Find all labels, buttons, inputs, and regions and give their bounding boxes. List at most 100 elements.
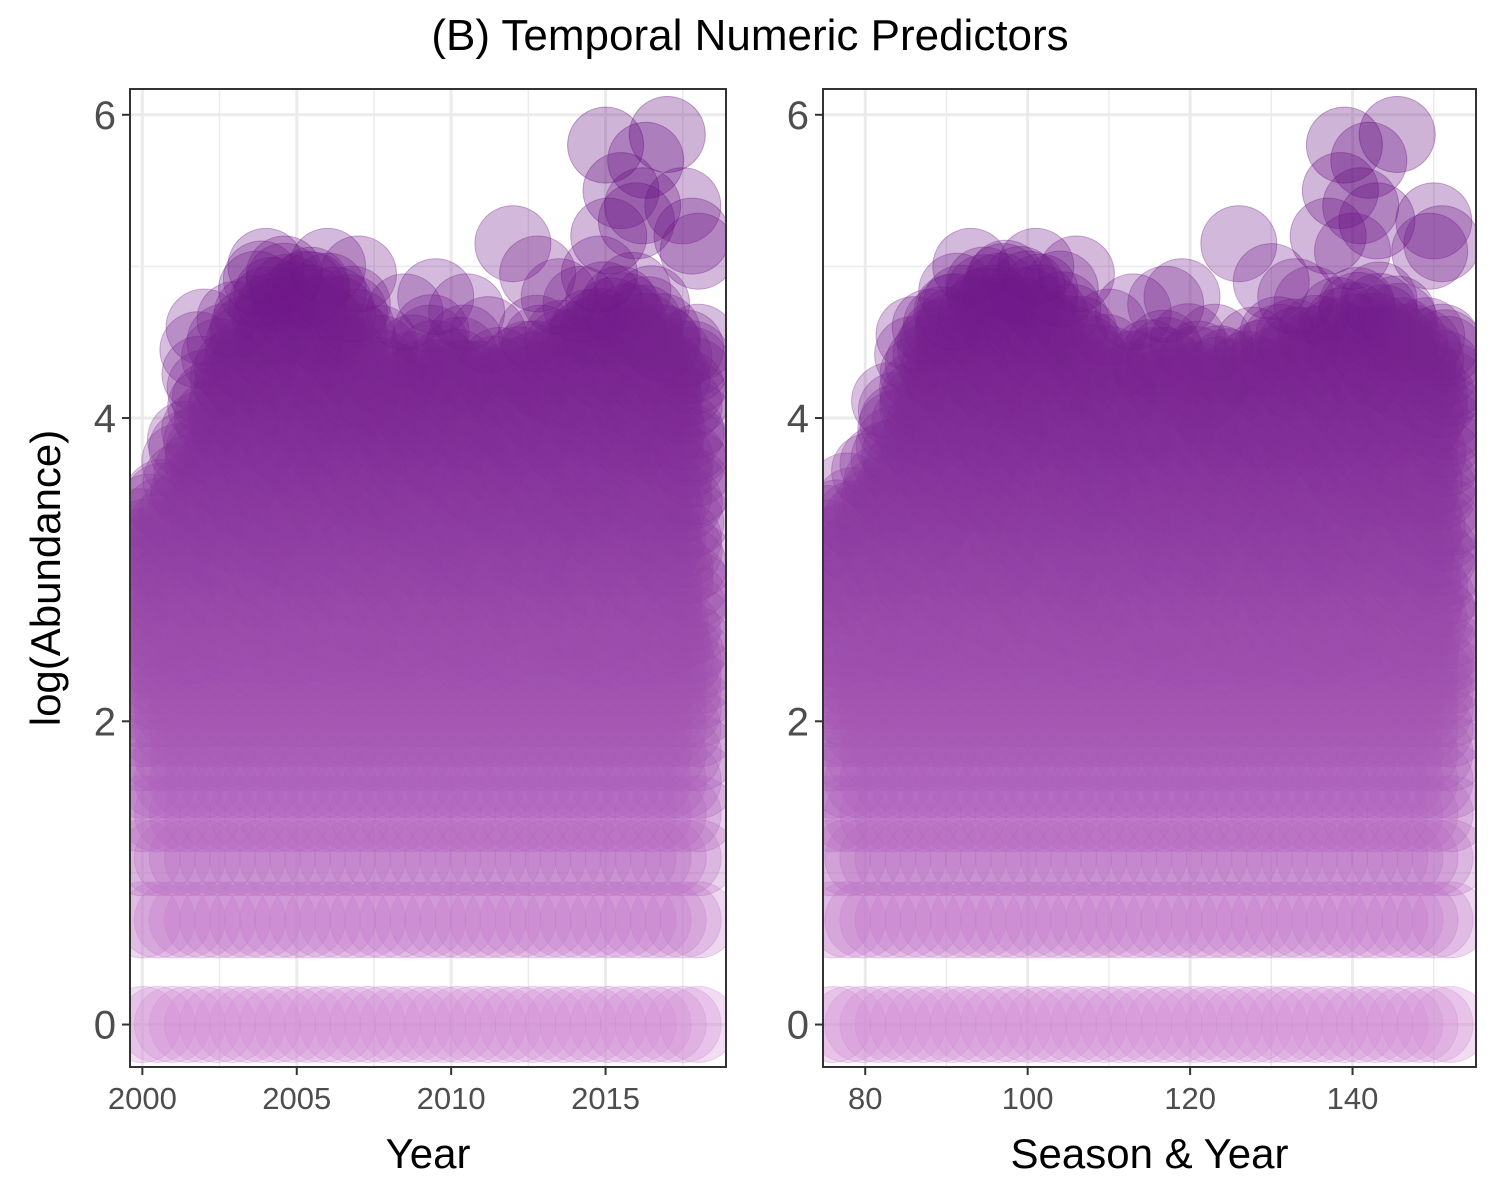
data-point xyxy=(404,637,482,715)
data-point xyxy=(647,393,725,471)
data-point xyxy=(130,775,196,853)
data-point xyxy=(163,652,241,730)
x-tick-label: 2010 xyxy=(417,1081,486,1116)
data-point xyxy=(288,444,366,522)
data-point xyxy=(1366,741,1444,819)
data-point xyxy=(626,574,703,652)
data-point xyxy=(359,602,436,679)
data-point xyxy=(1245,714,1323,792)
data-point xyxy=(329,637,407,715)
data-point xyxy=(205,579,283,657)
data-point xyxy=(288,286,366,364)
data-point xyxy=(329,741,407,819)
data-point xyxy=(1403,303,1476,381)
data-point xyxy=(344,637,422,715)
data-point xyxy=(538,543,616,621)
data-point xyxy=(1080,986,1158,1063)
y-tick-label: 0 xyxy=(787,1004,809,1048)
data-point xyxy=(609,456,687,533)
data-point xyxy=(269,652,347,730)
data-point xyxy=(316,453,394,531)
data-point xyxy=(1185,881,1263,959)
data-point xyxy=(249,316,326,394)
data-point xyxy=(554,819,632,897)
data-point xyxy=(1351,775,1429,853)
data-point xyxy=(460,327,538,404)
data-point xyxy=(884,775,962,853)
data-point xyxy=(393,415,471,493)
data-point xyxy=(150,453,228,531)
data-point xyxy=(160,611,238,689)
data-point xyxy=(181,596,259,674)
data-point xyxy=(1291,775,1369,853)
data-point xyxy=(959,670,1037,748)
data-point xyxy=(496,370,574,448)
data-point xyxy=(509,819,587,897)
data-point xyxy=(163,637,241,715)
data-point xyxy=(287,410,365,488)
data-point xyxy=(569,741,647,819)
data-point xyxy=(213,435,291,513)
data-point xyxy=(528,563,606,641)
data-point xyxy=(614,986,692,1063)
data-point xyxy=(501,552,579,630)
data-point xyxy=(614,819,692,897)
data-point xyxy=(608,605,686,683)
data-point xyxy=(163,741,241,819)
data-point xyxy=(269,614,347,692)
data-point xyxy=(645,366,723,444)
data-point xyxy=(314,652,392,730)
data-point xyxy=(299,714,377,792)
data-point xyxy=(656,586,726,664)
data-point xyxy=(182,585,260,663)
data-point xyxy=(418,562,495,640)
data-point xyxy=(527,500,605,578)
data-point xyxy=(591,361,669,439)
data-point xyxy=(636,618,714,696)
data-point xyxy=(1230,881,1308,959)
data-point xyxy=(148,741,226,819)
data-point xyxy=(659,986,726,1063)
data-point xyxy=(237,390,315,468)
data-point xyxy=(212,568,290,646)
data-point xyxy=(519,486,597,564)
data-point xyxy=(633,339,711,417)
data-point xyxy=(510,347,588,425)
data-point xyxy=(314,622,392,700)
data-point xyxy=(317,288,395,366)
data-point xyxy=(284,741,362,819)
data-point xyxy=(423,421,500,499)
data-point xyxy=(1095,714,1173,792)
data-point xyxy=(569,775,647,853)
data-point xyxy=(434,741,512,819)
data-point xyxy=(479,670,557,748)
data-point xyxy=(446,346,524,424)
data-point xyxy=(239,819,317,897)
data-point xyxy=(168,446,245,524)
data-point xyxy=(659,622,726,700)
data-point xyxy=(339,531,417,608)
data-point xyxy=(565,350,643,428)
data-point xyxy=(1110,714,1188,792)
data-point xyxy=(344,741,422,819)
data-point xyxy=(477,352,555,430)
data-point xyxy=(824,741,902,819)
data-point xyxy=(1336,881,1414,959)
data-point xyxy=(250,515,328,593)
data-point xyxy=(488,402,566,480)
y-tick-label: 0 xyxy=(94,1004,116,1048)
data-point xyxy=(1321,670,1399,748)
data-point xyxy=(393,475,471,553)
data-point xyxy=(1321,881,1399,959)
y-tick-label: 2 xyxy=(94,700,116,744)
data-point xyxy=(299,652,377,730)
data-point xyxy=(560,293,638,371)
data-point xyxy=(659,652,726,730)
data-point xyxy=(329,986,407,1063)
points-layer xyxy=(130,96,726,1063)
data-point xyxy=(294,558,372,636)
data-point xyxy=(1080,881,1158,959)
data-point xyxy=(508,382,586,460)
data-point xyxy=(182,412,260,490)
data-point xyxy=(462,463,540,541)
